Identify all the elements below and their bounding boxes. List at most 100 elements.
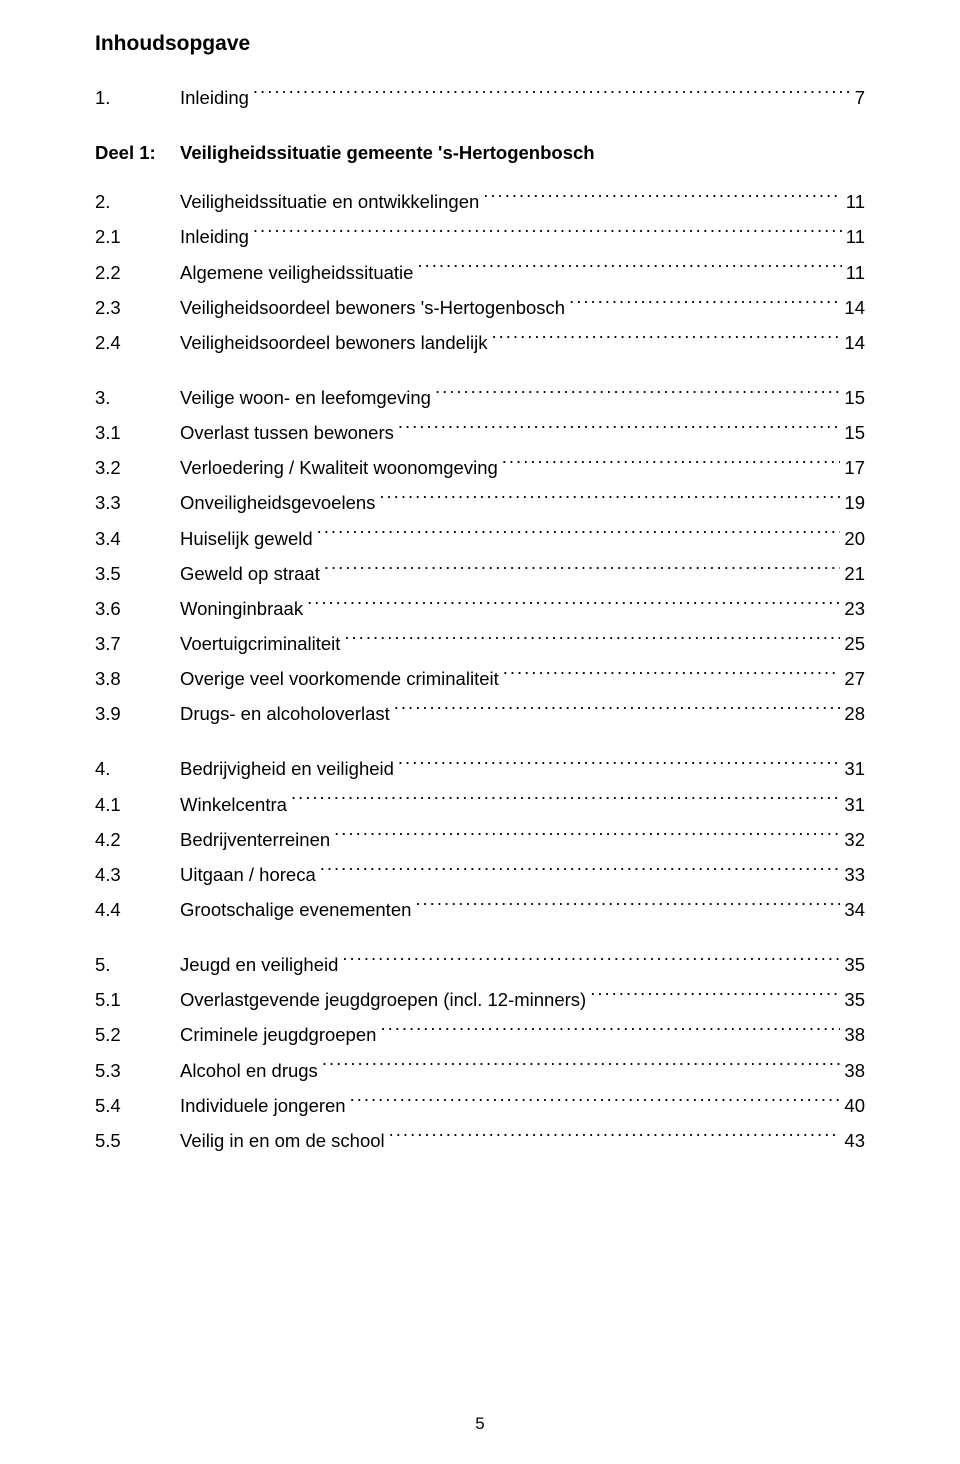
toc-label: Bedrijvigheid en veiligheid [180, 751, 394, 786]
toc-row-21: 5.Jeugd en veiligheid35 [95, 947, 865, 982]
toc-row-part1: Deel 1:Veiligheidssituatie gemeente 's-H… [95, 135, 865, 170]
toc-num: 4.1 [95, 787, 180, 822]
toc-page: 7 [855, 80, 865, 115]
toc-page: 17 [844, 450, 865, 485]
toc-row-5: 2.4Veiligheidsoordeel bewoners landelijk… [95, 325, 865, 360]
toc-row-9: 3.3Onveiligheidsgevoelens 19 [95, 485, 865, 520]
leader-dots [415, 897, 840, 916]
leader-dots [569, 295, 840, 314]
toc-num: 5.4 [95, 1088, 180, 1123]
toc-num: 4.2 [95, 822, 180, 857]
leader-dots [342, 953, 840, 972]
toc-num: 3. [95, 380, 180, 415]
toc-label: Bedrijventerreinen [180, 822, 330, 857]
toc-page: 31 [844, 787, 865, 822]
toc-page: 38 [844, 1053, 865, 1088]
toc-page: 14 [844, 290, 865, 325]
toc-row-23: 5.2Criminele jeugdgroepen38 [95, 1017, 865, 1052]
toc-num: 1. [95, 80, 180, 115]
toc-num: 4.4 [95, 892, 180, 927]
toc-row-17: 4.1Winkelcentra31 [95, 787, 865, 822]
toc-page: 31 [844, 751, 865, 786]
toc-num: 4. [95, 751, 180, 786]
toc-row-2: 2.1Inleiding11 [95, 219, 865, 254]
page: Inhoudsopgave 1.Inleiding7Deel 1:Veiligh… [0, 0, 960, 1464]
toc-page: 33 [844, 857, 865, 892]
toc-page: 28 [844, 696, 865, 731]
toc-row-13: 3.7Voertuigcriminaliteit25 [95, 626, 865, 661]
leader-dots [253, 225, 842, 244]
page-number: 5 [0, 1414, 960, 1434]
toc-row-15: 3.9Drugs- en alcoholoverlast28 [95, 696, 865, 731]
toc-num: 2. [95, 184, 180, 219]
toc-num: 3.5 [95, 556, 180, 591]
toc-page: 27 [844, 661, 865, 696]
toc-num: Deel 1: [95, 135, 180, 170]
leader-dots [503, 667, 841, 686]
toc-page: 35 [844, 947, 865, 982]
toc-row-11: 3.5Geweld op straat21 [95, 556, 865, 591]
toc-row-10: 3.4Huiselijk geweld 20 [95, 521, 865, 556]
toc-page: 20 [844, 521, 865, 556]
toc-label: Veilige woon- en leefomgeving [180, 380, 431, 415]
toc-num: 3.2 [95, 450, 180, 485]
toc-num: 5. [95, 947, 180, 982]
toc-label: Huiselijk geweld [180, 521, 313, 556]
toc-page: 11 [846, 255, 865, 290]
leader-dots [502, 456, 841, 475]
toc-page: 32 [844, 822, 865, 857]
toc-page: 23 [844, 591, 865, 626]
toc-label: Veiligheidssituatie gemeente 's-Hertogen… [180, 135, 595, 170]
leader-dots [380, 1023, 840, 1042]
toc-row-26: 5.5Veilig in en om de school43 [95, 1123, 865, 1158]
toc-label: Onveiligheidsgevoelens [180, 485, 375, 520]
toc-row-19: 4.3Uitgaan / horeca33 [95, 857, 865, 892]
toc-num: 3.6 [95, 591, 180, 626]
toc-num: 3.4 [95, 521, 180, 556]
leader-dots [307, 596, 840, 615]
toc-page: 19 [844, 485, 865, 520]
toc-row-8: 3.2Verloedering / Kwaliteit woonomgeving… [95, 450, 865, 485]
toc-page: 11 [846, 219, 865, 254]
leader-dots [389, 1128, 841, 1147]
toc-row-4: 2.3Veiligheidsoordeel bewoners 's-Hertog… [95, 290, 865, 325]
toc-row-6: 3.Veilige woon- en leefomgeving 15 [95, 380, 865, 415]
toc-label: Inleiding [180, 80, 249, 115]
toc-num: 5.5 [95, 1123, 180, 1158]
toc-row-24: 5.3Alcohol en drugs 38 [95, 1053, 865, 1088]
toc-page: 15 [844, 415, 865, 450]
toc-num: 2.1 [95, 219, 180, 254]
leader-dots [398, 421, 841, 440]
toc-row-14: 3.8Overige veel voorkomende criminalitei… [95, 661, 865, 696]
toc-label: Alcohol en drugs [180, 1053, 318, 1088]
toc-label: Veilig in en om de school [180, 1123, 385, 1158]
leader-dots [417, 260, 841, 279]
toc-row-12: 3.6Woninginbraak 23 [95, 591, 865, 626]
toc-label: Overige veel voorkomende criminaliteit [180, 661, 499, 696]
leader-dots [492, 330, 841, 349]
toc-title: Inhoudsopgave [95, 32, 865, 56]
leader-dots [253, 86, 851, 105]
toc-label: Drugs- en alcoholoverlast [180, 696, 390, 731]
leader-dots [398, 757, 841, 776]
toc-row-22: 5.1Overlastgevende jeugdgroepen (incl. 1… [95, 982, 865, 1017]
toc-page: 11 [846, 184, 865, 219]
toc-label: Criminele jeugdgroepen [180, 1017, 376, 1052]
leader-dots [324, 561, 841, 580]
toc-label: Veiligheidsoordeel bewoners landelijk [180, 325, 488, 360]
toc-num: 3.3 [95, 485, 180, 520]
toc-label: Woninginbraak [180, 591, 303, 626]
toc-page: 38 [844, 1017, 865, 1052]
toc-num: 2.3 [95, 290, 180, 325]
leader-dots [334, 827, 840, 846]
toc-num: 5.1 [95, 982, 180, 1017]
leader-dots [291, 792, 840, 811]
toc-body: 1.Inleiding 7 Deel 1:Veiligheidssituatie g… [95, 80, 865, 1158]
toc-page: 15 [844, 380, 865, 415]
toc-num: 3.7 [95, 626, 180, 661]
leader-dots [344, 631, 840, 650]
toc-row-0: 1.Inleiding 7 [95, 80, 865, 115]
toc-label: Uitgaan / horeca [180, 857, 316, 892]
toc-label: Geweld op straat [180, 556, 320, 591]
toc-num: 5.3 [95, 1053, 180, 1088]
